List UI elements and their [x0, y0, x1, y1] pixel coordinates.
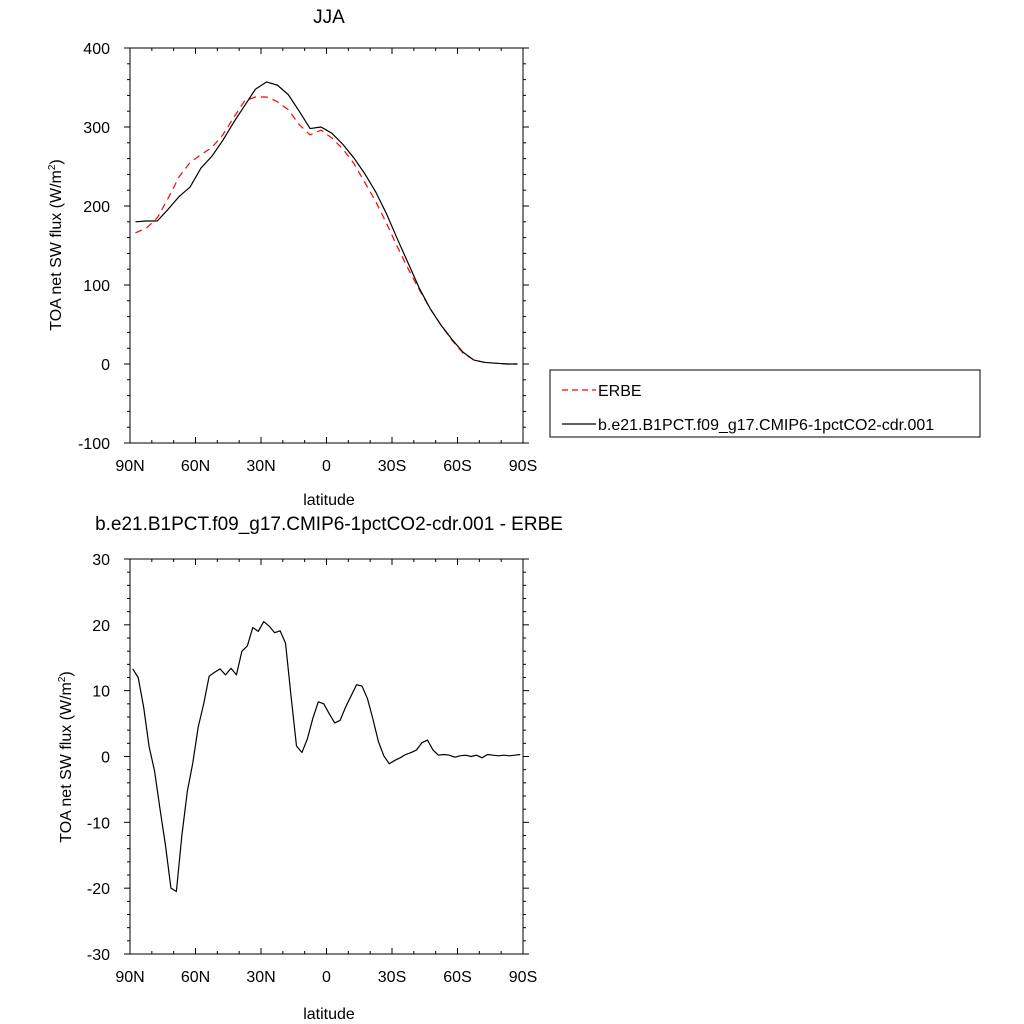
top-series-line-0	[135, 96, 518, 365]
top-y-axis-label-main: TOA net SW flux (W/m	[48, 170, 65, 331]
y-tick-label: 0	[101, 750, 110, 767]
bottom-chart-title: b.e21.B1PCT.f09_g17.CMIP6-1pctCO2-cdr.00…	[95, 514, 563, 535]
x-tick-label: 60N	[181, 458, 210, 475]
x-tick-label: 30N	[246, 458, 275, 475]
legend-model-label: b.e21.B1PCT.f09_g17.CMIP6-1pctCO2-cdr.00…	[598, 417, 934, 434]
x-tick-label: 30S	[378, 969, 406, 986]
bottom-series-line-0	[132, 620, 521, 893]
legend-erbe-label: ERBE	[598, 383, 642, 400]
y-tick-label: 0	[101, 357, 110, 374]
legend: ERBE b.e21.B1PCT.f09_g17.CMIP6-1pctCO2-c…	[549, 369, 981, 438]
y-tick-label: 10	[92, 684, 110, 701]
y-tick-label: -10	[87, 815, 110, 832]
y-tick-label: -20	[87, 881, 110, 898]
top-x-axis-label: latitude	[303, 492, 355, 509]
x-tick-label: 60S	[443, 969, 471, 986]
bottom-ticks: 90N 60N 30N 0 30S 60S 90S -30 -20 -10 0 10 20 30	[87, 552, 537, 986]
top-y-axis-label-end: )	[48, 159, 65, 164]
bottom-plot-frame	[129, 558, 524, 955]
y-tick-label: 30	[92, 552, 110, 569]
bottom-y-axis-label-sup: 2	[57, 676, 68, 682]
x-tick-label: 90N	[115, 969, 144, 986]
bottom-y-axis-label-main: TOA net SW flux (W/m	[58, 682, 75, 843]
y-tick-label: 100	[83, 278, 110, 295]
top-series-layer	[135, 81, 518, 365]
x-tick-label: 60N	[181, 969, 210, 986]
bottom-y-axis-label-end: )	[58, 671, 75, 676]
y-tick-label: 200	[83, 199, 110, 216]
x-tick-label: 90S	[509, 458, 537, 475]
top-y-axis-label: TOA net SW flux (W/m2)	[47, 159, 65, 331]
bottom-x-axis-label: latitude	[303, 1006, 355, 1023]
top-y-axis-label-sup: 2	[47, 164, 58, 170]
x-tick-label: 30S	[378, 458, 406, 475]
bottom-series-layer	[132, 620, 521, 893]
top-series-line-1	[135, 81, 518, 365]
bottom-panel: b.e21.B1PCT.f09_g17.CMIP6-1pctCO2-cdr.00…	[57, 514, 563, 1023]
x-tick-label: 60S	[443, 458, 471, 475]
top-ticks: 90N 60N 30N 0 30S 60S 90S -100 0 100 200 300 400	[78, 41, 537, 475]
top-plot-frame	[129, 47, 524, 444]
y-tick-label: -100	[78, 436, 110, 453]
y-tick-label: -30	[87, 947, 110, 964]
legend-box	[549, 369, 981, 438]
x-tick-label: 0	[322, 458, 331, 475]
top-panel: JJA 90N 60N 30N 0 30S 60S 90S -100 0 100 200 300 400…	[47, 7, 981, 509]
x-tick-label: 0	[322, 969, 331, 986]
x-tick-label: 30N	[246, 969, 275, 986]
y-tick-label: 400	[83, 41, 110, 58]
bottom-y-axis-label: TOA net SW flux (W/m2)	[57, 671, 75, 843]
x-tick-label: 90S	[509, 969, 537, 986]
x-tick-label: 90N	[115, 458, 144, 475]
y-tick-label: 20	[92, 618, 110, 635]
y-tick-label: 300	[83, 120, 110, 137]
top-chart-title: JJA	[313, 7, 345, 28]
